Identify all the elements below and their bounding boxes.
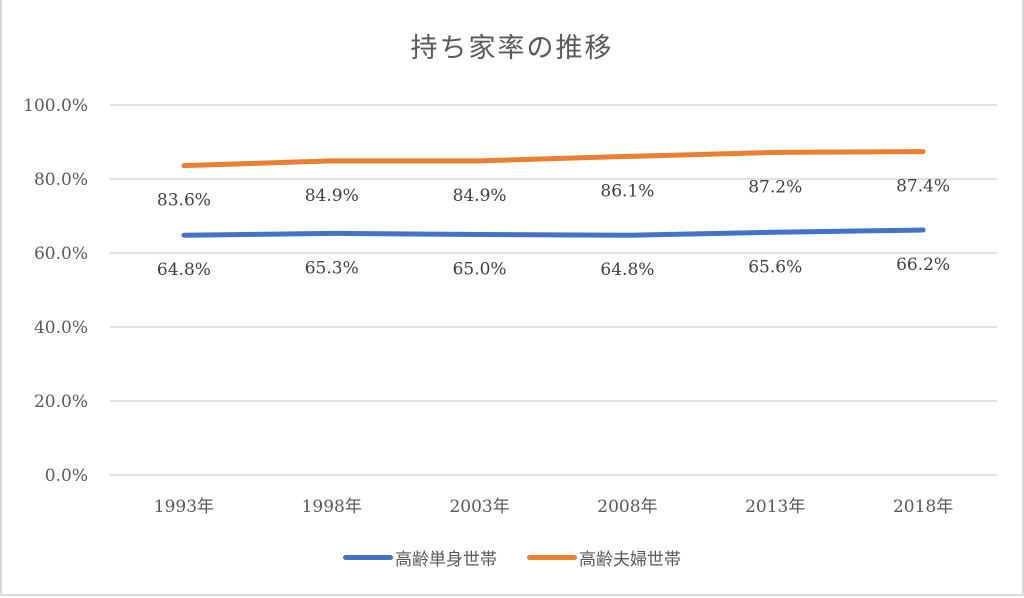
data-label: 65.0% bbox=[453, 260, 507, 280]
y-tick-label: 40.0% bbox=[34, 318, 88, 338]
legend-swatch-blue bbox=[343, 555, 393, 560]
series-line-couple[interactable] bbox=[181, 149, 926, 169]
legend-item-couple[interactable]: 高齢夫婦世帯 bbox=[527, 545, 681, 570]
data-label: 66.2% bbox=[896, 255, 950, 275]
data-label: 87.4% bbox=[896, 177, 950, 197]
x-tick-label: 2013年 bbox=[745, 497, 805, 517]
data-label: 86.1% bbox=[600, 181, 654, 201]
x-tick-label: 1993年 bbox=[154, 497, 214, 517]
data-label: 83.6% bbox=[157, 191, 211, 211]
y-tick-label: 80.0% bbox=[34, 170, 88, 190]
data-label: 87.2% bbox=[748, 177, 802, 197]
chart-title: 持ち家率の推移 bbox=[410, 33, 614, 64]
legend-label: 高齢単身世帯 bbox=[395, 550, 497, 570]
x-tick-label: 2003年 bbox=[449, 497, 509, 517]
x-tick-label: 2018年 bbox=[893, 497, 953, 517]
series-line-single[interactable] bbox=[181, 227, 926, 238]
data-label: 65.6% bbox=[748, 257, 802, 277]
data-label: 64.8% bbox=[600, 260, 654, 280]
legend-swatch-orange bbox=[527, 555, 577, 560]
y-tick-label: 0.0% bbox=[45, 466, 88, 486]
x-tick-label: 1998年 bbox=[302, 497, 362, 517]
data-label: 84.9% bbox=[305, 186, 359, 206]
data-label: 64.8% bbox=[157, 260, 211, 280]
x-tick-label: 2008年 bbox=[597, 497, 657, 517]
y-tick-label: 100.0% bbox=[23, 96, 88, 116]
legend-item-single[interactable]: 高齢単身世帯 bbox=[343, 545, 497, 570]
data-label: 65.3% bbox=[305, 258, 359, 278]
y-tick-label: 60.0% bbox=[34, 244, 88, 264]
data-label: 84.9% bbox=[453, 186, 507, 206]
legend: 高齢単身世帯 高齢夫婦世帯 bbox=[0, 545, 1024, 570]
legend-label: 高齢夫婦世帯 bbox=[579, 550, 681, 570]
y-tick-label: 20.0% bbox=[34, 392, 88, 412]
